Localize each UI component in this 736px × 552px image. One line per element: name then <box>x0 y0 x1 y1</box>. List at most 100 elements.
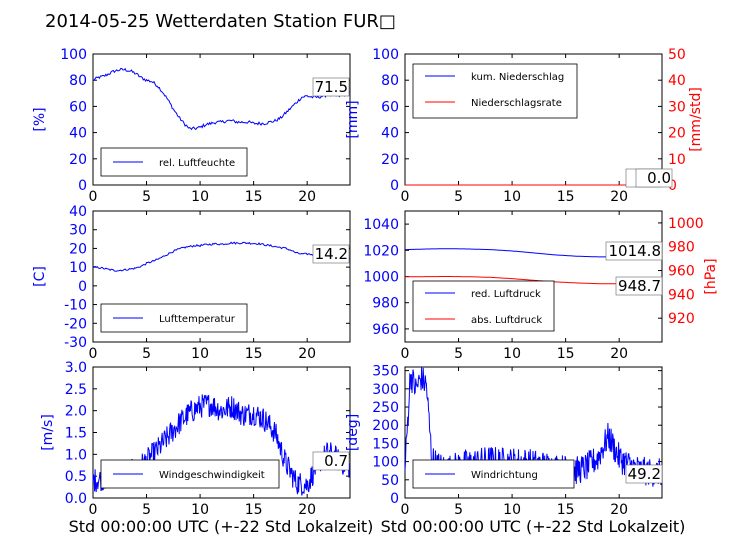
x-tick-label: 5 <box>142 189 151 205</box>
y-tick-label: 250 <box>372 400 399 416</box>
y2-axis-label: [mm/std] <box>688 87 704 152</box>
y2-tick-label: 50 <box>668 47 686 63</box>
value-label: 71.5 <box>315 78 348 96</box>
y-tick-label: 100 <box>60 47 87 63</box>
y-tick-label: 80 <box>69 73 87 89</box>
y-axis-label: [m/s] <box>40 414 56 451</box>
y-tick-label: -10 <box>64 298 87 314</box>
x-tick-label: 15 <box>245 346 263 362</box>
y-axis-label: [C] <box>32 266 48 287</box>
y-tick-label: 150 <box>372 436 399 452</box>
y-tick-label: 100 <box>372 47 399 63</box>
x-tick-label: 15 <box>245 189 263 205</box>
figure-title: 2014-05-25 Wetterdaten Station FUR□ <box>45 11 396 32</box>
value-box <box>605 241 663 261</box>
chart-winddirection: 0 5 10 15 20050100150200250300350[deg]Windri… <box>345 364 663 518</box>
x-tick-label: 10 <box>191 346 209 362</box>
x-tick-label: 20 <box>298 502 316 518</box>
x-tick-label: 5 <box>142 502 151 518</box>
y-tick-label: 960 <box>372 322 399 338</box>
x-tick-label: 15 <box>245 502 263 518</box>
y2-tick-label: 980 <box>668 240 695 256</box>
x-tick-label: 10 <box>503 346 521 362</box>
y-tick-label: 0.5 <box>65 469 87 485</box>
y-tick-label: 1.5 <box>65 426 87 442</box>
y-tick-label: 0 <box>390 178 399 194</box>
chart-pressure: 0 5 10 15 20 960 980 1000 1020 1040 920 940 960 980 10… <box>363 210 719 362</box>
y-tick-label: 1020 <box>363 243 399 259</box>
x-tick-label: 15 <box>557 502 575 518</box>
y-tick-label: 20 <box>69 152 87 168</box>
plot-frame <box>92 53 351 186</box>
x-tick-label: 0 <box>401 502 410 518</box>
x-tick-label: 5 <box>454 502 463 518</box>
value-label: 14.2 <box>315 245 348 263</box>
chart-precipitation: 0 5 10 15 20 0 20 40 60 80 100 0 10 20 30 40 50 [mm] [mm/s… <box>345 47 704 205</box>
x-tick-label: 10 <box>191 189 209 205</box>
plot-frame <box>404 366 663 499</box>
xlabel-right: Std 00:00:00 UTC (+-22 Std Lokalzeit) <box>381 517 686 536</box>
value-box <box>312 77 350 97</box>
y-axis-label: [%] <box>32 107 48 131</box>
y-tick-label: 30 <box>69 223 87 239</box>
value-box <box>625 464 663 484</box>
legend-label: red. Luftdruck <box>471 289 541 300</box>
y-tick-label: 0 <box>390 491 399 507</box>
y-tick-label: 200 <box>372 418 399 434</box>
x-tick-label: 10 <box>503 502 521 518</box>
y-tick-label: 50 <box>381 473 399 489</box>
y-tick-label: 2.0 <box>65 404 87 420</box>
legend-label: abs. Luftdruck <box>471 315 542 326</box>
y-tick-label: 1040 <box>363 217 399 233</box>
y-tick-label: 100 <box>372 455 399 471</box>
legend-label: Windrichtung <box>471 470 538 481</box>
x-tick-label: 10 <box>191 502 209 518</box>
y2-tick-label: 960 <box>668 264 695 280</box>
legend-label: rel. Luftfeuchte <box>159 158 235 169</box>
y-tick-label: 80 <box>381 73 399 89</box>
x-tick-label: 0 <box>89 502 98 518</box>
y-tick-label: 3.0 <box>65 360 87 376</box>
y-tick-label: 0 <box>78 279 87 295</box>
value-box <box>635 168 673 188</box>
y-tick-label: 10 <box>69 260 87 276</box>
y-tick-label: 20 <box>381 152 399 168</box>
x-tick-label: 10 <box>503 189 521 205</box>
series-line-1 <box>92 67 351 131</box>
y-tick-label: 980 <box>372 296 399 312</box>
chart-temperature: 0 5 10 15 20 -30 -20 -10 0 10 20 30 40 [C] Lufttempera… <box>32 204 351 362</box>
legend-label: Windgeschwindigkeit <box>159 470 265 481</box>
value-box <box>312 244 350 264</box>
y2-tick-label: 0 <box>668 178 677 194</box>
y-axis-label: [mm] <box>345 100 361 138</box>
y2-tick-label: 920 <box>668 311 695 327</box>
legend-box <box>412 63 578 119</box>
plot-frame <box>92 210 351 343</box>
y2-tick-label: 20 <box>668 126 686 142</box>
y-tick-label: 2.5 <box>65 382 87 398</box>
chart-windspeed: 0 5 10 15 20 0.0 0.5 1.0 1.5 2.0 2.5 3.0 [m/s] Windge… <box>40 360 351 518</box>
x-tick-label: 15 <box>557 189 575 205</box>
x-tick-label: 20 <box>298 346 316 362</box>
y2-tick-label: 30 <box>668 99 686 115</box>
x-tick-label: 20 <box>610 346 628 362</box>
x-tick-label: 0 <box>89 189 98 205</box>
y-tick-label: 20 <box>69 241 87 257</box>
y-tick-label: 40 <box>69 126 87 142</box>
series-line-1 <box>92 241 350 272</box>
y2-tick-label: 940 <box>668 287 695 303</box>
value-box <box>615 276 663 296</box>
y-tick-label: 60 <box>381 99 399 115</box>
y2-axis-label: [hPa] <box>703 258 719 294</box>
value-box <box>312 451 350 471</box>
y2-tick-label: 10 <box>668 152 686 168</box>
value-label: 0.0 <box>647 169 671 187</box>
y-tick-label: 0.0 <box>65 491 87 507</box>
y-tick-label: 0 <box>78 178 87 194</box>
y-tick-label: 40 <box>69 204 87 220</box>
legend-box <box>412 280 555 332</box>
x-tick-label: 15 <box>557 346 575 362</box>
y-tick-label: 350 <box>372 364 399 380</box>
